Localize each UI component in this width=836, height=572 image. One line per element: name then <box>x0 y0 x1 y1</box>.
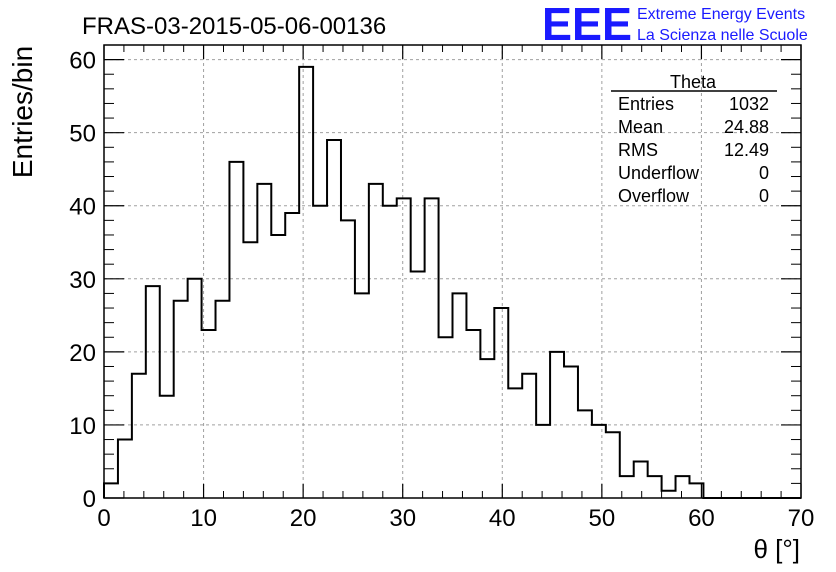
stats-title: Theta <box>670 72 717 92</box>
histogram-bin <box>592 425 606 498</box>
histogram-bin <box>397 198 411 498</box>
histogram-bin <box>160 396 174 498</box>
stats-rows: Entries 1032 Mean 24.88 RMS 12.49 Underflow 0 Ov… <box>618 94 769 206</box>
plot-frame <box>103 44 802 499</box>
histogram-bin <box>425 198 439 498</box>
histogram-bin <box>411 272 425 499</box>
histogram-bin <box>174 301 188 498</box>
stats-row-value: 24.88 <box>724 117 769 137</box>
x-tick-label: 60 <box>688 505 715 532</box>
x-axis-label: θ [°] <box>753 534 800 564</box>
histogram-bin <box>299 67 313 498</box>
histogram-outline <box>103 65 801 499</box>
x-tick-label: 30 <box>389 505 416 532</box>
histogram-bin <box>132 374 146 498</box>
stats-row-value: 0 <box>759 186 769 206</box>
histogram-bin <box>216 301 230 498</box>
histogram-bin <box>648 476 662 498</box>
histogram-bin <box>453 293 467 498</box>
histogram-bin <box>355 293 369 498</box>
y-tick-label: 20 <box>69 340 96 367</box>
histogram-bin <box>676 476 690 498</box>
chart-title: FRAS-03-2015-05-06-00136 <box>82 13 386 40</box>
histogram-bin <box>104 483 118 498</box>
histogram-bin <box>257 184 271 498</box>
y-axis-label: Entries/bin <box>7 46 38 178</box>
y-tick-label: 60 <box>69 48 96 75</box>
histogram-bin <box>564 366 578 498</box>
logo-line2: La Scienza nelle Scuole <box>637 27 808 44</box>
y-tick-label: 40 <box>69 194 96 221</box>
stats-row-label: Underflow <box>618 163 700 183</box>
histogram-bins <box>103 65 801 499</box>
histogram-bin <box>466 330 480 498</box>
histogram-bin <box>188 279 202 498</box>
stats-box: Theta Entries 1032 Mean 24.88 RMS 12.49 Underf… <box>611 72 777 206</box>
histogram-bin <box>146 286 160 498</box>
histogram-bin <box>118 440 132 498</box>
stats-row-label: Mean <box>618 117 663 137</box>
y-tick-label: 0 <box>83 486 96 513</box>
histogram-bin <box>508 388 522 498</box>
y-tick-label: 10 <box>69 413 96 440</box>
logo-mark: EEE <box>542 0 632 50</box>
eee-logo: EEE Extreme Energy Events La Scienza nel… <box>542 0 808 50</box>
x-tick-label: 70 <box>788 505 815 532</box>
histogram-bin <box>578 410 592 498</box>
histogram-bin <box>480 359 494 498</box>
histogram-bin <box>606 432 620 498</box>
histogram-bin <box>271 235 285 498</box>
y-ticks: 0 10 20 30 40 50 60 <box>69 44 801 513</box>
x-ticks: 0 10 20 30 40 50 60 70 <box>97 45 814 532</box>
histogram-bin <box>439 337 453 498</box>
x-tick-label: 20 <box>290 505 317 532</box>
histogram-bin <box>369 184 383 498</box>
stats-row-label: Overflow <box>618 186 690 206</box>
stats-row-value: 0 <box>759 163 769 183</box>
histogram-bin <box>522 374 536 498</box>
logo-line1: Extreme Energy Events <box>637 6 805 23</box>
grid <box>104 45 801 498</box>
histogram-bin <box>243 242 257 498</box>
histogram-bin <box>229 162 243 498</box>
histogram-bin <box>662 491 676 498</box>
histogram-bin <box>494 308 508 498</box>
stats-row-label: RMS <box>618 140 658 160</box>
y-tick-label: 50 <box>69 121 96 148</box>
x-tick-label: 10 <box>190 505 217 532</box>
y-tick-label: 30 <box>69 267 96 294</box>
histogram-bin <box>285 213 299 498</box>
histogram-bin <box>536 425 550 498</box>
stats-row-label: Entries <box>618 94 674 114</box>
stats-row-value: 12.49 <box>724 140 769 160</box>
stats-row-value: 1032 <box>729 94 769 114</box>
histogram-bin <box>341 220 355 498</box>
x-tick-label: 50 <box>589 505 616 532</box>
histogram-bin <box>327 140 341 498</box>
histogram-bin <box>634 461 648 498</box>
x-tick-label: 40 <box>489 505 516 532</box>
x-tick-label: 0 <box>97 505 110 532</box>
